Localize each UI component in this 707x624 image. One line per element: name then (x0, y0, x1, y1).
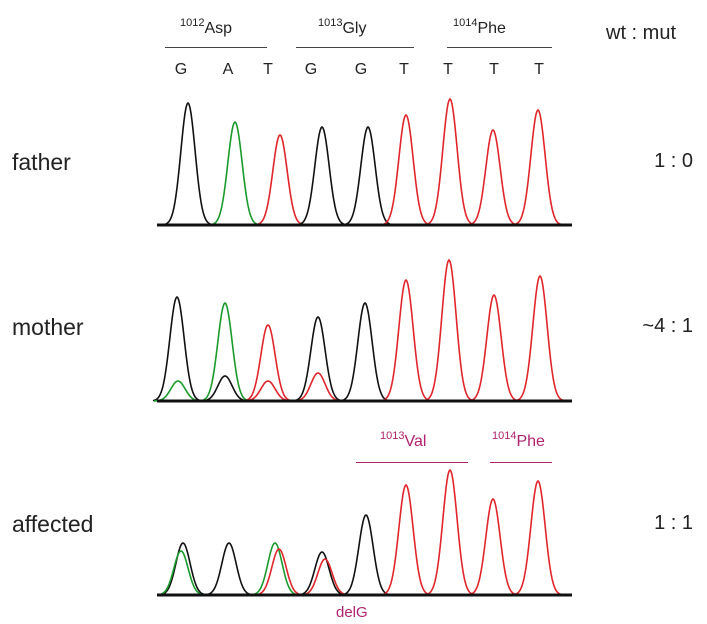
mutant-codon-1014-bracket (490, 462, 552, 463)
mother-peak-5 (340, 301, 390, 402)
row-label-affected: affected (12, 511, 94, 537)
mutant-codon-1013-label: 1013Val (380, 430, 427, 450)
mutant-codon-1014-label: 1014Phe (492, 430, 545, 450)
mother-minor-peak-4 (293, 372, 343, 402)
codon-1012-label: 1012Asp (180, 17, 233, 37)
affected-peak-3 (250, 542, 300, 596)
row-label-mother: mother (12, 314, 84, 340)
affected-peak-7 (425, 468, 475, 596)
base-2: A (222, 61, 234, 78)
codon-1014-label: 1014Phe (453, 17, 506, 37)
base-5: G (354, 61, 368, 78)
mother-peak-2 (200, 301, 250, 402)
codon-1014-bracket (447, 47, 552, 48)
affected-minor-peak-2 (254, 548, 304, 596)
codon-1013-label: 1013Gly (318, 17, 367, 37)
father-peak-4 (297, 125, 347, 226)
ratio-header: wt : mut (606, 22, 677, 44)
mother-peak-8 (469, 293, 519, 402)
affected-peak-4 (297, 551, 347, 596)
father-peak-8 (468, 128, 518, 226)
affected-peak-9 (513, 479, 563, 596)
ratio-affected: 1 : 1 (654, 512, 693, 534)
ratio-mother: ~4 : 1 (642, 315, 693, 337)
father-peak-7 (425, 97, 475, 226)
affected-minor-peak-1 (157, 550, 205, 596)
base-4: G (304, 61, 318, 78)
mother-peak-7 (424, 258, 474, 402)
base-7: T (443, 61, 453, 78)
mother-peak-1 (152, 295, 202, 402)
mother-peak-3 (243, 324, 293, 402)
father-peak-5 (343, 125, 393, 226)
father-peak-6 (381, 113, 431, 226)
codon-1013-bracket (296, 47, 414, 48)
father-peak-3 (255, 133, 305, 226)
mutant-codon-1013-bracket (356, 462, 468, 463)
affected-peak-8 (468, 497, 518, 596)
affected-peak-6 (381, 483, 431, 596)
base-9: T (534, 61, 544, 78)
affected-peak-1 (158, 542, 208, 596)
mother-peak-9 (515, 274, 565, 402)
mother-minor-peak-2 (201, 375, 249, 402)
mother-minor-peak-1 (154, 380, 202, 402)
father-peak-1 (163, 101, 213, 226)
father-peak-2 (210, 120, 260, 226)
father-peak-9 (513, 108, 563, 226)
mother-minor-peak-3 (244, 380, 292, 402)
base-8: T (489, 61, 499, 78)
affected-peak-5 (341, 513, 391, 596)
base-6: T (399, 61, 409, 78)
base-1: G (174, 61, 188, 78)
deletion-label: delG (336, 604, 368, 621)
mother-peak-6 (381, 278, 431, 402)
ratio-father: 1 : 0 (654, 150, 693, 172)
row-label-father: father (12, 149, 71, 175)
codon-1012-bracket (165, 47, 267, 48)
base-3: T (263, 61, 273, 78)
mother-peak-4 (293, 315, 343, 402)
affected-minor-peak-3 (300, 558, 350, 596)
affected-peak-2 (204, 542, 254, 596)
